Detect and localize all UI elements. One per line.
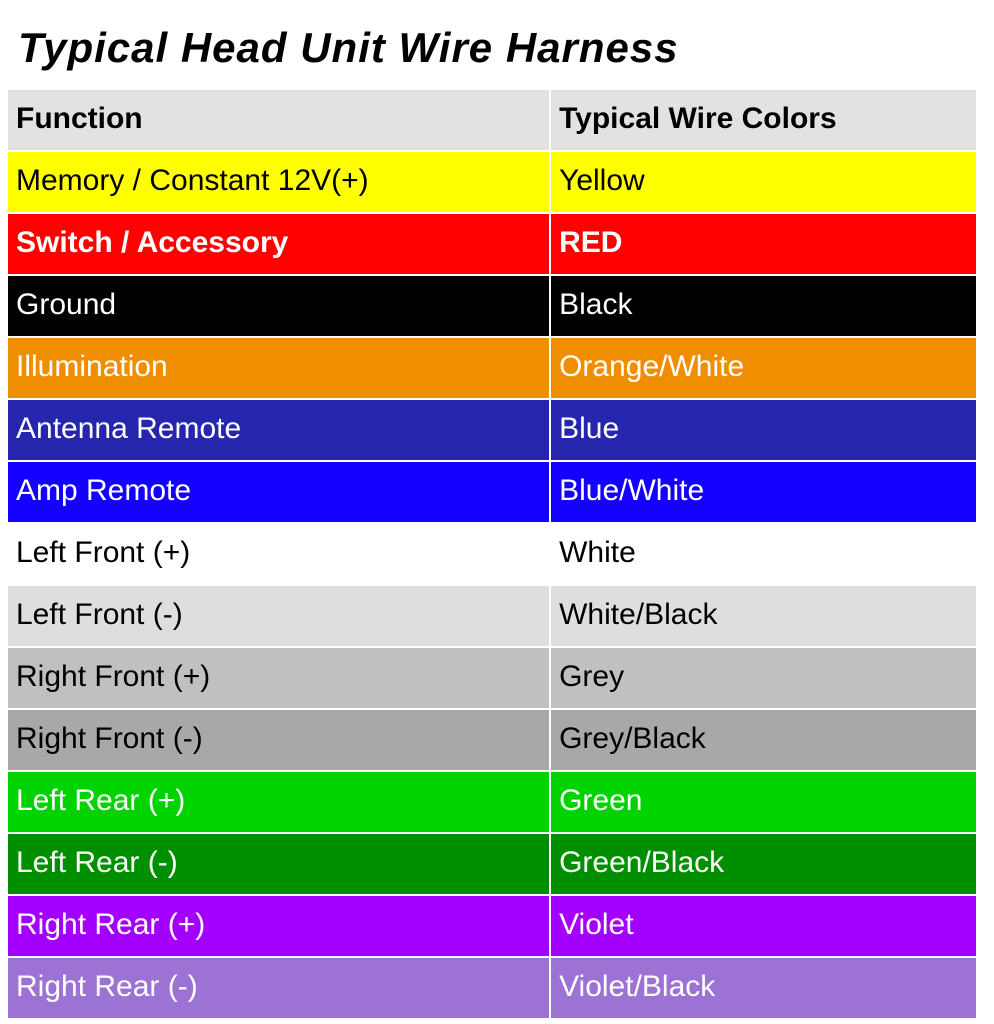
cell-function: Right Front (-): [8, 709, 550, 771]
cell-function: Right Front (+): [8, 647, 550, 709]
table-row: GroundBlack: [8, 275, 976, 337]
cell-function: Left Front (+): [8, 523, 550, 585]
table-row: Left Front (+)White: [8, 523, 976, 585]
cell-color: Green: [550, 771, 976, 833]
cell-color: Blue/White: [550, 461, 976, 523]
cell-color: White: [550, 523, 976, 585]
table-row: Right Rear (-)Violet/Black: [8, 957, 976, 1018]
cell-function: Ground: [8, 275, 550, 337]
cell-function: Left Rear (+): [8, 771, 550, 833]
table-row: Amp RemoteBlue/White: [8, 461, 976, 523]
cell-color: Green/Black: [550, 833, 976, 895]
cell-color: Blue: [550, 399, 976, 461]
cell-color: Grey/Black: [550, 709, 976, 771]
cell-function: Memory / Constant 12V(+): [8, 151, 550, 213]
cell-color: White/Black: [550, 585, 976, 647]
table-row: Right Front (-)Grey/Black: [8, 709, 976, 771]
table-row: IlluminationOrange/White: [8, 337, 976, 399]
table-row: Left Front (-)White/Black: [8, 585, 976, 647]
cell-color: Violet: [550, 895, 976, 957]
cell-color: Violet/Black: [550, 957, 976, 1018]
cell-color: Yellow: [550, 151, 976, 213]
cell-function: Left Front (-): [8, 585, 550, 647]
cell-function: Left Rear (-): [8, 833, 550, 895]
cell-function: Amp Remote: [8, 461, 550, 523]
cell-color: Orange/White: [550, 337, 976, 399]
header-colors: Typical Wire Colors: [550, 90, 976, 151]
table-header-row: Function Typical Wire Colors: [8, 90, 976, 151]
wire-harness-table: Function Typical Wire Colors Memory / Co…: [8, 90, 976, 1018]
table-row: Switch / AccessoryRED: [8, 213, 976, 275]
table-row: Left Rear (+)Green: [8, 771, 976, 833]
header-function: Function: [8, 90, 550, 151]
cell-function: Illumination: [8, 337, 550, 399]
table-row: Right Rear (+)Violet: [8, 895, 976, 957]
cell-color: Grey: [550, 647, 976, 709]
table-row: Antenna RemoteBlue: [8, 399, 976, 461]
cell-function: Right Rear (+): [8, 895, 550, 957]
cell-function: Right Rear (-): [8, 957, 550, 1018]
table-row: Right Front (+)Grey: [8, 647, 976, 709]
page-title: Typical Head Unit Wire Harness: [8, 16, 986, 90]
table-row: Left Rear (-)Green/Black: [8, 833, 976, 895]
table-row: Memory / Constant 12V(+)Yellow: [8, 151, 976, 213]
cell-function: Antenna Remote: [8, 399, 550, 461]
cell-color: RED: [550, 213, 976, 275]
cell-color: Black: [550, 275, 976, 337]
cell-function: Switch / Accessory: [8, 213, 550, 275]
